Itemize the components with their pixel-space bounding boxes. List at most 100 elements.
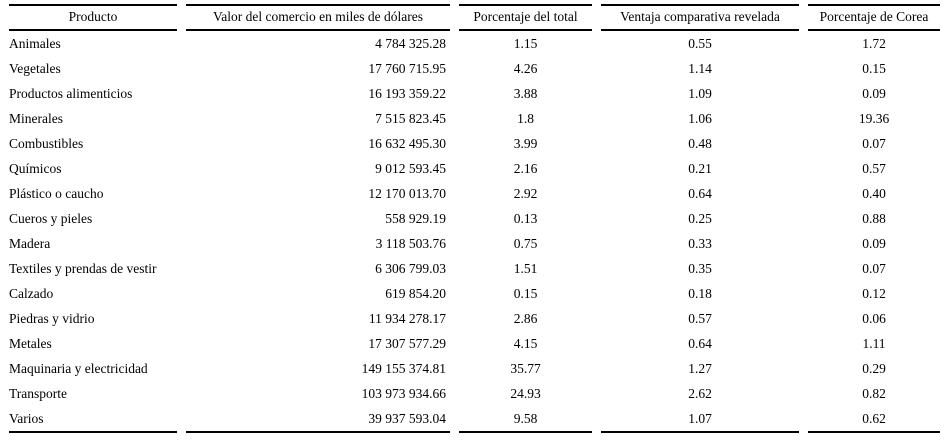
value-cell: 1.07 [601, 406, 799, 433]
product-name-cell: Productos alimenticios [9, 85, 133, 101]
value-cell: 0.55 [688, 35, 712, 51]
value-cell: 19.36 [858, 110, 890, 126]
value-cell: 16 193 359.22 [368, 85, 446, 101]
value-cell: 0.64 [688, 335, 712, 351]
header-row: Producto Valor del comercio en miles de d… [9, 4, 940, 31]
value-cell: 7 515 823.45 [375, 110, 446, 126]
value-cell: 1.09 [688, 85, 712, 101]
value-cell: 2.16 [513, 160, 538, 176]
product-name-cell: Químicos [9, 160, 62, 176]
value-cell: 1.72 [862, 35, 886, 51]
value-cell: 9.58 [459, 406, 592, 433]
value-cell: 1.51 [513, 260, 538, 276]
value-cell: 0.07 [862, 135, 886, 151]
column-header-0: Producto [9, 4, 177, 31]
value-cell: 1.15 [513, 35, 538, 51]
product-name-cell: Maquinaria y electricidad [9, 360, 148, 376]
value-cell: 3 118 503.76 [375, 235, 446, 251]
value-cell: 0.15 [513, 285, 538, 301]
value-cell: 149 155 374.81 [361, 360, 446, 376]
table-row: Combustibles 16 632 495.30 3.99 0.48 0.07 [9, 131, 940, 156]
value-cell: 0.18 [688, 285, 712, 301]
value-cell: 0.88 [862, 210, 886, 226]
value-cell: 4.15 [513, 335, 538, 351]
value-cell: 4 784 325.28 [375, 35, 446, 51]
value-cell: 0.25 [688, 210, 712, 226]
value-cell: 3.88 [513, 85, 538, 101]
product-name-cell: Madera [9, 235, 51, 251]
product-name-cell: Metales [9, 335, 52, 351]
value-cell: 0.06 [862, 310, 886, 326]
product-name-cell: Vegetales [9, 60, 61, 76]
product-name-cell: Minerales [9, 110, 63, 126]
product-name-cell: Piedras y vidrio [9, 310, 95, 326]
product-name-cell: Transporte [9, 385, 68, 401]
value-cell: 1.06 [688, 110, 712, 126]
value-cell: 0.40 [862, 185, 886, 201]
value-cell: 0.35 [688, 260, 712, 276]
value-cell: 1.14 [688, 60, 712, 76]
value-cell: 35.77 [510, 360, 541, 376]
product-name-cell: Plástico o caucho [9, 185, 104, 201]
value-cell: 0.09 [862, 235, 886, 251]
column-header-4: Porcentaje de Corea [808, 4, 940, 31]
value-cell: 0.75 [513, 235, 538, 251]
value-cell: 6 306 799.03 [375, 260, 446, 276]
column-header-1: Valor del comercio en miles de dólares [186, 4, 450, 31]
table-row: Minerales 7 515 823.45 1.8 1.06 19.36 [9, 106, 940, 131]
product-name-cell: Cueros y pieles [9, 210, 93, 226]
table-row: Textiles y prendas de vestir 6 306 799.03… [9, 256, 940, 281]
table-row: Cueros y pieles 558 929.19 0.13 0.25 0.88 [9, 206, 940, 231]
value-cell: 12 170 013.70 [368, 185, 446, 201]
value-cell: 2.62 [688, 385, 712, 401]
value-cell: 0.29 [862, 360, 886, 376]
table-row: Piedras y vidrio 11 934 278.17 2.86 0.57 0.0… [9, 306, 940, 331]
value-cell: 1.27 [688, 360, 712, 376]
value-cell: 0.21 [688, 160, 712, 176]
value-cell: 0.64 [688, 185, 712, 201]
value-cell: 1.8 [517, 110, 534, 126]
value-cell: 0.12 [862, 285, 886, 301]
table-row: Transporte 103 973 934.66 24.93 2.62 0.82 [9, 381, 940, 406]
value-cell: 4.26 [513, 60, 538, 76]
value-cell: 24.93 [510, 385, 541, 401]
value-cell: 9 012 593.45 [375, 160, 446, 176]
column-header-2: Porcentaje del total [459, 4, 592, 31]
value-cell: 0.57 [862, 160, 886, 176]
table-row: Varios 39 937 593.04 9.58 1.07 0.62 [9, 406, 940, 433]
product-name-cell: Calzado [9, 285, 54, 301]
trade-statistics-table: Producto Valor del comercio en miles de d… [0, 4, 949, 433]
table-row: Productos alimenticios 16 193 359.22 3.88 1… [9, 81, 940, 106]
table-row: Calzado 619 854.20 0.15 0.18 0.12 [9, 281, 940, 306]
value-cell: 2.86 [513, 310, 538, 326]
value-cell: 11 934 278.17 [368, 310, 446, 326]
value-cell: 0.62 [808, 406, 940, 433]
product-name-cell: Varios [9, 406, 177, 433]
value-cell: 17 760 715.95 [368, 60, 446, 76]
value-cell: 0.48 [688, 135, 712, 151]
table-row: Plástico o caucho 12 170 013.70 2.92 0.64 0.… [9, 181, 940, 206]
value-cell: 619 854.20 [385, 285, 446, 301]
table-row: Madera 3 118 503.76 0.75 0.33 0.09 [9, 231, 940, 256]
product-name-cell: Combustibles [9, 135, 84, 151]
value-cell: 0.15 [862, 60, 886, 76]
value-cell: 1.11 [862, 335, 886, 351]
table-row: Animales 4 784 325.28 1.15 0.55 1.72 [9, 31, 940, 56]
product-name-cell: Animales [9, 35, 61, 51]
value-cell: 103 973 934.66 [361, 385, 446, 401]
table-row: Vegetales 17 760 715.95 4.26 1.14 0.15 [9, 56, 940, 81]
table-row: Maquinaria y electricidad 149 155 374.81 3… [9, 356, 940, 381]
column-header-3: Ventaja comparativa revelada [601, 4, 799, 31]
value-cell: 0.82 [862, 385, 886, 401]
product-name-cell: Textiles y prendas de vestir [9, 260, 157, 276]
value-cell: 558 929.19 [385, 210, 446, 226]
value-cell: 0.57 [688, 310, 712, 326]
value-cell: 0.07 [862, 260, 886, 276]
value-cell: 0.09 [862, 85, 886, 101]
value-cell: 2.92 [513, 185, 538, 201]
table-body: Animales 4 784 325.28 1.15 0.55 1.72 Vegetale… [9, 31, 940, 433]
value-cell: 3.99 [513, 135, 538, 151]
value-cell: 0.33 [688, 235, 712, 251]
value-cell: 17 307 577.29 [368, 335, 446, 351]
table-row: Metales 17 307 577.29 4.15 0.64 1.11 [9, 331, 940, 356]
